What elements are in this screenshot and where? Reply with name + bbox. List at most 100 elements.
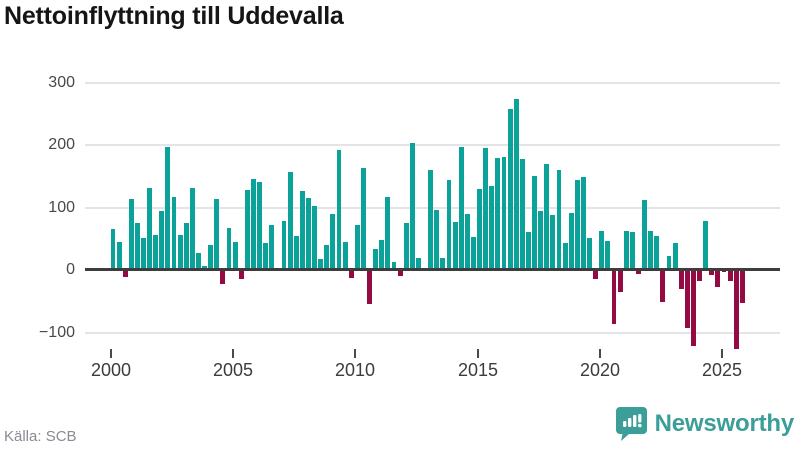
source-note: Källa: SCB	[4, 428, 77, 445]
bar	[464, 213, 470, 270]
bar	[165, 146, 171, 270]
bar	[238, 271, 244, 279]
bar	[709, 271, 715, 276]
gridline-300	[85, 82, 780, 84]
bar	[587, 237, 592, 270]
bar	[703, 221, 709, 270]
bar	[391, 261, 397, 270]
gridline-minus-100	[85, 332, 780, 334]
x-tick	[721, 349, 723, 358]
bar	[214, 199, 220, 270]
y-tick-label: 100	[48, 199, 75, 216]
bar	[739, 271, 745, 303]
bar	[513, 98, 519, 270]
bar	[593, 271, 599, 280]
bar	[128, 199, 134, 270]
bar	[684, 271, 690, 328]
newsworthy-wordmark: Newsworthy	[654, 409, 795, 437]
bar	[379, 240, 385, 270]
bar	[532, 176, 537, 270]
bar	[525, 231, 531, 270]
gridline-200	[85, 144, 780, 146]
bar	[501, 156, 507, 270]
bar	[697, 271, 702, 281]
bar	[434, 210, 440, 270]
x-tick-label: 2020	[579, 360, 621, 380]
bar	[189, 188, 195, 270]
bar	[562, 242, 568, 270]
bar	[153, 235, 159, 270]
bar	[458, 146, 464, 270]
bar	[336, 150, 342, 270]
bar	[226, 228, 232, 270]
bar	[489, 185, 495, 270]
bar	[660, 271, 666, 302]
x-tick-label: 2000	[90, 360, 132, 380]
bar	[367, 271, 372, 304]
bar	[721, 271, 727, 273]
x-tick	[477, 349, 479, 358]
bar	[293, 236, 299, 270]
bar	[141, 237, 146, 270]
bar	[312, 206, 318, 270]
bar	[348, 271, 354, 278]
bar	[244, 190, 250, 270]
bar	[605, 240, 611, 270]
bar	[440, 258, 446, 270]
bar	[147, 187, 153, 270]
bar	[269, 225, 275, 270]
bar	[568, 212, 574, 270]
y-tick-label: 0	[66, 261, 75, 278]
bar	[263, 243, 269, 270]
zero-baseline	[85, 268, 780, 271]
bar	[544, 164, 550, 270]
y-tick-label: 300	[48, 74, 75, 91]
bar	[666, 255, 672, 270]
bar	[428, 170, 434, 270]
bar	[299, 190, 305, 270]
bar	[635, 271, 641, 274]
bar	[648, 230, 654, 270]
bar	[220, 271, 226, 284]
bar	[483, 148, 489, 270]
bar	[171, 196, 177, 270]
bar	[397, 271, 403, 276]
bar	[257, 181, 263, 270]
bar	[642, 200, 647, 270]
newsworthy-bubble-icon	[615, 407, 647, 441]
bar	[251, 179, 256, 270]
bar	[361, 167, 366, 270]
bar	[617, 271, 623, 293]
bar	[715, 271, 721, 288]
bar	[519, 159, 525, 270]
y-tick-label: 200	[48, 136, 75, 153]
bar	[690, 271, 696, 346]
x-tick-label: 2010	[334, 360, 376, 380]
x-tick	[354, 349, 356, 358]
x-tick-label: 2025	[701, 360, 743, 380]
bar	[556, 170, 562, 270]
bar	[452, 221, 458, 270]
bar	[208, 245, 214, 270]
x-tick-label: 2005	[212, 360, 254, 380]
bar	[672, 243, 678, 270]
bar	[550, 215, 556, 270]
bar	[733, 271, 739, 349]
x-tick	[110, 349, 112, 358]
bar	[196, 253, 201, 270]
bar	[507, 109, 513, 270]
bar	[495, 158, 501, 270]
x-tick	[232, 349, 234, 358]
bar	[281, 221, 287, 270]
bar	[654, 235, 660, 270]
bar	[385, 196, 391, 270]
bar	[232, 241, 238, 270]
bar	[318, 259, 324, 270]
bar	[574, 180, 580, 270]
bar	[403, 222, 409, 270]
y-tick-label: −100	[38, 324, 75, 341]
bar	[122, 271, 128, 278]
bar	[409, 142, 415, 270]
bar	[470, 236, 476, 270]
